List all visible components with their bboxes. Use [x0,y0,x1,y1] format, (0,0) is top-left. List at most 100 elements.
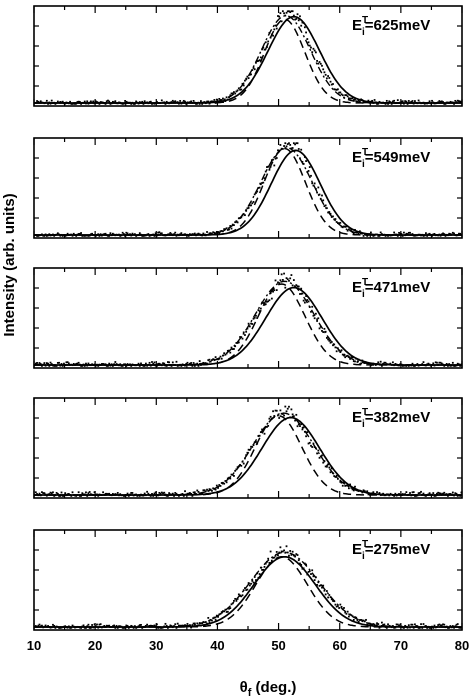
data-point [321,329,323,332]
data-point [333,218,336,221]
data-point [158,362,161,365]
data-point [154,232,157,235]
data-point [149,624,152,627]
data-point [37,100,40,103]
data-point [291,413,294,416]
data-point [460,100,463,103]
data-point [107,99,109,102]
data-point [266,166,268,168]
data-point [270,159,273,162]
data-point [350,486,353,489]
data-point [107,234,109,237]
data-point [109,103,112,105]
data-point [398,493,400,495]
data-point [378,626,381,629]
data-point [220,482,223,484]
dashdot-fit-curve [34,14,462,104]
data-point [343,607,345,609]
panel-3: ET i=471meV [33,267,463,369]
data-point [225,227,228,230]
data-point [181,493,184,495]
data-point [179,100,182,102]
data-point [192,99,195,102]
data-point [231,473,234,476]
data-point [268,417,271,420]
data-point [250,445,252,448]
data-point [426,235,429,237]
data-point [345,94,348,97]
data-point [286,278,289,281]
data-point [111,493,114,495]
data-point [325,77,328,80]
data-point [453,365,455,367]
data-point [98,623,101,626]
data-point [456,99,459,102]
data-point [277,414,279,417]
data-point [318,193,321,196]
data-point [272,158,274,161]
data-point [373,623,376,626]
data-point [406,103,409,105]
data-point [38,362,41,364]
data-point [335,605,338,608]
data-point [207,359,210,362]
data-point [121,365,124,367]
data-point [291,147,294,149]
data-point [56,492,59,495]
data-point [48,365,51,367]
data-point [193,491,196,494]
data-point [305,160,307,162]
data-point [297,285,300,288]
data-point [80,232,82,234]
x-tick-label: 50 [271,638,285,653]
data-point [334,88,337,91]
data-point [255,441,257,443]
data-point [321,194,323,197]
data-point [229,607,232,609]
data-point [191,233,194,235]
data-point [157,362,160,365]
data-point [425,625,427,627]
data-point [127,627,130,629]
data-point [456,623,459,625]
data-point [433,233,436,235]
data-point [414,495,416,497]
data-point [215,98,218,101]
data-point [72,362,75,365]
data-point [83,365,86,367]
data-point [247,448,250,451]
data-point [415,494,418,497]
data-point [133,625,136,628]
data-point [316,452,318,455]
data-point [125,231,128,234]
data-point [273,28,276,31]
data-point [34,362,37,365]
data-point [288,279,290,282]
data-point [88,627,91,629]
data-point [292,279,295,281]
data-point [157,627,160,629]
data-point [223,352,226,355]
data-point [354,98,356,101]
data-point [105,624,108,627]
data-point [174,492,177,494]
dashed-fit-curve [34,415,462,496]
data-point [111,232,114,235]
data-point [316,584,318,586]
data-point [225,611,228,613]
data-point [279,546,282,549]
energy-label-value: =471meV [365,279,430,296]
data-point [302,299,305,302]
data-point [234,345,237,348]
data-point [425,232,427,235]
data-point [295,553,298,555]
data-point [165,365,168,367]
data-point [405,100,408,103]
data-point [146,490,149,493]
data-point [250,73,252,76]
data-point [428,492,431,495]
data-point [448,493,451,495]
data-point [192,362,195,364]
data-point [60,491,63,494]
data-point [288,405,290,408]
